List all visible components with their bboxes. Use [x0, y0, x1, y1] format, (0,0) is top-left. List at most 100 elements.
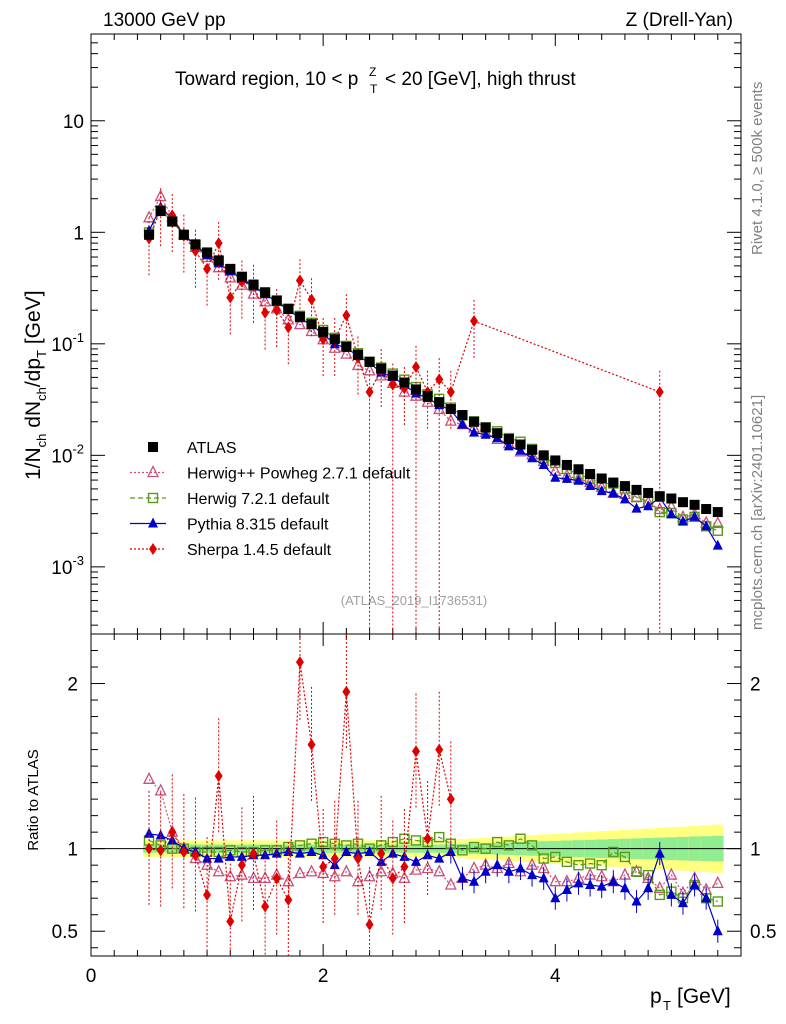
ratio-point — [608, 875, 619, 886]
data-point — [585, 480, 596, 491]
data-point — [492, 428, 503, 439]
data-point — [596, 485, 607, 496]
data-point — [214, 237, 223, 250]
ratio-point — [701, 892, 712, 903]
ratio-tick-label-right: 0.5 — [750, 922, 776, 943]
legend-entry: ATLAS — [148, 440, 237, 457]
data-point — [259, 294, 272, 307]
ratio-point — [213, 852, 224, 863]
y-axis-label-text: 1/Nch dNch/dpT [GeV] — [22, 290, 49, 480]
chart-title: Toward region, 10 < p Z T < 20 [GeV], hi… — [175, 65, 576, 96]
ratio-point — [469, 875, 480, 886]
data-point — [666, 493, 677, 504]
ratio-point — [585, 878, 596, 889]
y-tick-exp: -3 — [72, 553, 84, 568]
ratio-point — [480, 865, 491, 876]
data-point — [655, 385, 664, 398]
data-point — [294, 311, 305, 322]
header-left: 13000 GeV pp — [103, 10, 226, 31]
data-point — [307, 293, 316, 306]
ratio-point — [434, 852, 445, 863]
series-line — [148, 209, 718, 532]
ratio-point — [631, 866, 642, 877]
ratio-point — [468, 841, 480, 853]
data-point — [573, 464, 584, 475]
ratio-point — [446, 793, 455, 806]
data-point — [480, 422, 491, 433]
data-point — [677, 515, 688, 526]
data-point — [701, 504, 712, 515]
data-point — [283, 304, 294, 315]
ratio-point — [306, 845, 317, 856]
y-tick-label: 1 — [73, 223, 84, 244]
data-point — [457, 409, 468, 420]
data-point — [527, 452, 538, 463]
ratio-point — [375, 864, 388, 877]
ratio-point — [666, 888, 677, 899]
ratio-point — [261, 900, 270, 913]
ratio-point — [377, 847, 386, 860]
legend-entry: Sherpa 1.4.5 default — [130, 542, 332, 559]
y-tick-label: 10-1 — [51, 330, 84, 356]
ratio-point — [410, 835, 422, 846]
data-point — [666, 508, 677, 519]
y-tick-label: 10 — [63, 112, 84, 133]
ratio-tick-label-right: 1 — [750, 840, 761, 861]
ratio-point — [156, 844, 165, 857]
ratio-point — [399, 850, 410, 861]
ratio-point — [712, 896, 723, 907]
ratio-point — [503, 865, 514, 876]
data-point — [515, 444, 526, 455]
ratio-point — [249, 847, 258, 860]
data-point — [271, 295, 282, 306]
data-point — [561, 459, 572, 470]
data-point — [573, 474, 584, 485]
data-point — [422, 391, 433, 402]
ratio-point — [307, 738, 316, 751]
data-point — [261, 306, 270, 319]
ratio-point — [712, 925, 723, 936]
ratio-point — [328, 869, 341, 882]
data-point — [503, 434, 514, 445]
data-point — [480, 428, 491, 439]
ratio-point — [631, 895, 642, 906]
legend-label: ATLAS — [187, 440, 237, 457]
data-point — [412, 360, 420, 373]
ratio-point — [608, 846, 619, 858]
legend-label: Pythia 8.315 default — [187, 517, 329, 534]
ratio-point — [214, 770, 223, 783]
ratio-point — [364, 845, 375, 856]
ratio-point — [421, 861, 434, 874]
data-point — [619, 481, 630, 492]
title-sup: Z — [369, 65, 376, 79]
ratio-point — [619, 882, 630, 893]
ratio-point — [596, 880, 607, 891]
data-point — [167, 216, 178, 227]
ratio-point — [677, 897, 688, 908]
data-point — [527, 444, 538, 455]
ratio-point — [457, 845, 468, 856]
y-tick-base: 10 — [51, 446, 72, 467]
ratio-point — [643, 882, 654, 893]
series-ratio-line — [148, 661, 452, 925]
series-line — [148, 195, 718, 525]
data-point — [445, 404, 456, 415]
data-point — [293, 317, 306, 330]
ratio-point — [538, 853, 549, 864]
data-point — [399, 377, 410, 388]
ratio-point — [573, 877, 584, 888]
analysis-watermark: (ATLAS_2019_I1736531) — [341, 593, 487, 608]
ratio-point — [282, 874, 295, 887]
y-tick-base: 10 — [51, 558, 72, 579]
ratio-point — [515, 833, 526, 844]
legend-label: Herwig 7.2.1 default — [187, 491, 330, 508]
data-point — [653, 502, 666, 515]
y-axis-label: 1/Nch dNch/dpT [GeV] — [22, 290, 49, 480]
ratio-point — [412, 745, 420, 758]
legend-marker — [146, 465, 160, 478]
ratio-point — [549, 874, 562, 887]
ratio-point — [423, 832, 432, 845]
y-tick-exp: -1 — [72, 330, 84, 345]
ratio-point — [457, 872, 468, 883]
ratio-point — [388, 872, 397, 885]
